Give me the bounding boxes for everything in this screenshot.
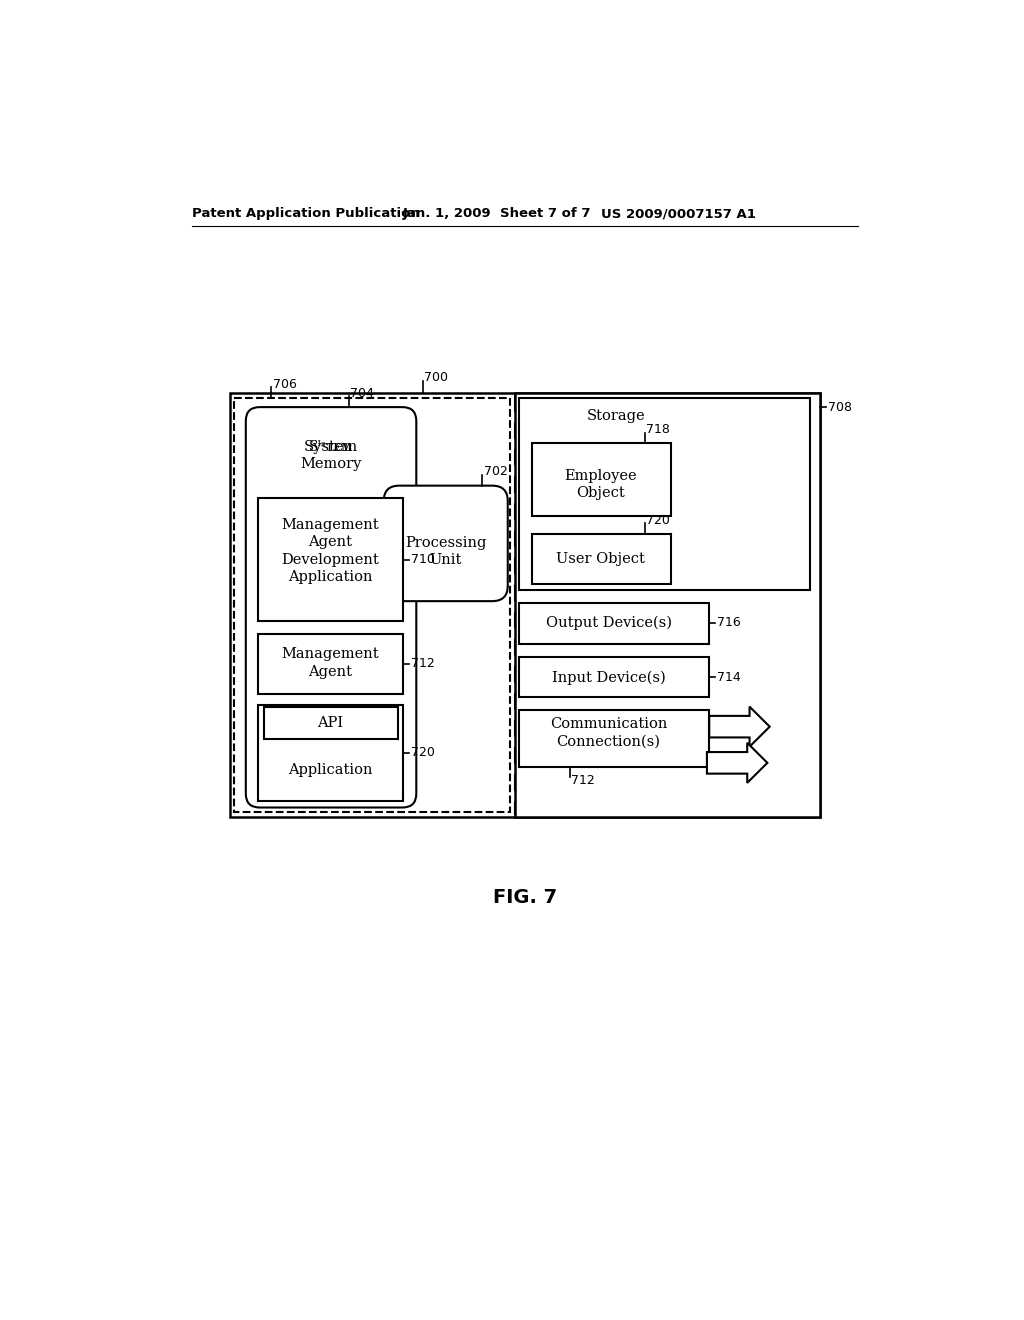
FancyBboxPatch shape: [246, 407, 417, 808]
Text: Agent: Agent: [308, 535, 352, 549]
Text: Application: Application: [288, 763, 373, 776]
Text: Input Device(s): Input Device(s): [552, 671, 666, 685]
Text: 720: 720: [411, 746, 435, 759]
Bar: [519, 603, 710, 644]
Bar: [519, 657, 710, 697]
Text: 712: 712: [571, 774, 595, 787]
Bar: [234, 397, 510, 812]
Text: Management: Management: [282, 647, 379, 661]
Text: 718: 718: [646, 422, 671, 436]
Bar: [531, 444, 671, 516]
Text: Patent Application Publication: Patent Application Publication: [191, 207, 419, 220]
Text: Jan. 1, 2009: Jan. 1, 2009: [403, 207, 492, 220]
Text: User Object: User Object: [556, 552, 645, 566]
Text: Processing: Processing: [406, 536, 486, 550]
Text: Application: Application: [288, 570, 373, 585]
Text: Agent: Agent: [308, 665, 352, 678]
Text: System: System: [304, 440, 358, 454]
Bar: [519, 710, 710, 767]
Text: Sᴵˢᴛᴇᴍ: Sᴵˢᴛᴇᴍ: [309, 440, 353, 454]
FancyBboxPatch shape: [384, 486, 508, 601]
Text: US 2009/0007157 A1: US 2009/0007157 A1: [601, 207, 756, 220]
Bar: [229, 393, 820, 817]
Bar: [531, 535, 671, 585]
Text: 716: 716: [717, 616, 740, 630]
Polygon shape: [707, 743, 767, 783]
Bar: [258, 705, 403, 801]
Text: 714: 714: [717, 671, 740, 684]
Text: Memory: Memory: [300, 457, 361, 471]
Text: Connection(s): Connection(s): [556, 734, 660, 748]
Text: API: API: [317, 715, 343, 730]
Text: Employee: Employee: [564, 469, 637, 483]
Bar: [258, 498, 403, 622]
Text: 708: 708: [827, 400, 852, 413]
Bar: [515, 393, 820, 817]
Text: 720: 720: [646, 513, 671, 527]
Text: Communication: Communication: [550, 717, 668, 731]
Text: 712: 712: [411, 657, 434, 671]
Text: Storage: Storage: [587, 409, 645, 424]
Text: Management: Management: [282, 517, 379, 532]
Bar: [519, 397, 810, 590]
Text: FIG. 7: FIG. 7: [493, 888, 557, 907]
Text: Development: Development: [282, 553, 379, 566]
Text: Output Device(s): Output Device(s): [546, 615, 672, 630]
Text: Sheet 7 of 7: Sheet 7 of 7: [500, 207, 591, 220]
Polygon shape: [710, 706, 770, 747]
Text: Unit: Unit: [429, 553, 462, 568]
Text: 704: 704: [350, 387, 375, 400]
Bar: [258, 635, 403, 693]
Text: Object: Object: [577, 486, 625, 499]
Text: 700: 700: [424, 371, 449, 384]
Text: 706: 706: [273, 378, 297, 391]
Text: 710: 710: [411, 553, 435, 566]
Bar: [263, 706, 397, 739]
Text: 702: 702: [483, 465, 508, 478]
